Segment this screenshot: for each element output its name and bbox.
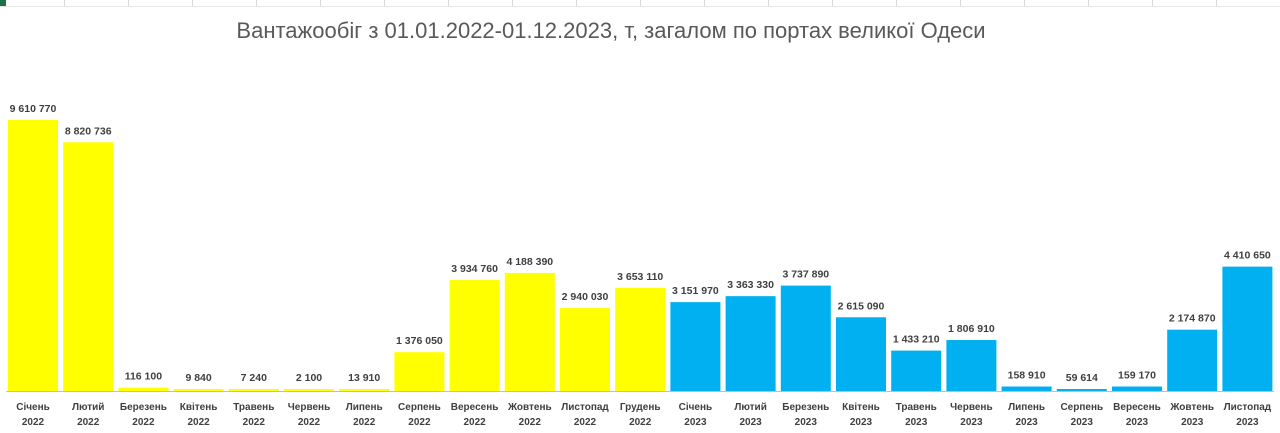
x-tick-year: 2022 — [243, 417, 266, 428]
data-label: 3 363 330 — [727, 279, 774, 291]
x-tick-month: Червень — [288, 402, 330, 413]
bar-Жовтень-2022 — [504, 272, 555, 391]
x-tick-month: Листопад — [1224, 402, 1272, 413]
bar-Вересень-2022 — [449, 280, 500, 391]
bar-Травень-2022 — [228, 389, 279, 391]
x-tick-year: 2023 — [1071, 417, 1094, 428]
bar-Листопад-2023 — [1222, 266, 1273, 391]
x-tick-month: Лютий — [734, 402, 767, 413]
x-tick-month: Квітень — [842, 402, 880, 413]
bar-Березень-2023 — [780, 285, 831, 391]
bar-Січень-2023 — [670, 302, 721, 391]
bar-Липень-2022 — [339, 389, 390, 391]
corner-marker — [0, 0, 6, 6]
x-tick-month: Серпень — [398, 402, 441, 413]
x-tick-month: Серпень — [1060, 402, 1103, 413]
bar-Лютий-2023 — [725, 296, 776, 391]
x-tick-month: Січень — [679, 402, 713, 413]
data-label: 4 410 650 — [1224, 250, 1271, 262]
x-tick-year: 2022 — [22, 417, 45, 428]
x-tick-month: Травень — [896, 402, 937, 413]
chart-title: Вантажообіг з 01.01.2022-01.12.2023, т, … — [236, 18, 986, 43]
x-tick-month: Січень — [16, 402, 50, 413]
data-label: 3 737 890 — [782, 269, 829, 281]
x-tick-month: Лютий — [72, 402, 105, 413]
x-tick-year: 2023 — [1126, 417, 1149, 428]
spreadsheet-grid-strip — [0, 0, 1280, 7]
x-tick-year: 2023 — [960, 417, 983, 428]
x-tick-year: 2023 — [1015, 417, 1038, 428]
data-label: 1 376 050 — [396, 335, 443, 347]
x-tick-month: Жовтень — [507, 402, 552, 413]
bar-Вересень-2023 — [1112, 386, 1162, 391]
bar-Серпень-2022 — [394, 352, 445, 391]
x-tick-month: Липень — [1008, 402, 1045, 413]
bar-Січень-2022 — [8, 120, 58, 391]
data-label: 2 615 090 — [838, 300, 885, 312]
data-label: 4 188 390 — [506, 256, 553, 268]
x-tick-year: 2022 — [574, 417, 597, 428]
bar-Квітень-2023 — [836, 317, 886, 391]
bar-Жовтень-2023 — [1167, 329, 1218, 391]
data-label: 1 806 910 — [948, 323, 995, 335]
data-label: 3 151 970 — [672, 285, 719, 297]
x-tick-month: Червень — [950, 402, 992, 413]
bar-Лютий-2022 — [63, 142, 114, 391]
x-tick-year: 2022 — [132, 417, 155, 428]
data-label: 59 614 — [1066, 372, 1098, 384]
x-tick-month: Березень — [120, 402, 167, 413]
x-tick-year: 2022 — [187, 417, 210, 428]
x-tick-month: Жовтень — [1169, 402, 1214, 413]
bar-Червень-2022 — [284, 389, 334, 391]
x-tick-year: 2022 — [519, 417, 542, 428]
x-tick-year: 2022 — [77, 417, 100, 428]
x-tick-month: Вересень — [451, 402, 499, 413]
x-tick-month: Травень — [233, 402, 274, 413]
x-tick-year: 2023 — [795, 417, 818, 428]
data-label: 116 100 — [125, 371, 163, 383]
x-tick-month: Березень — [782, 402, 829, 413]
x-tick-year: 2022 — [298, 417, 321, 428]
x-tick-year: 2022 — [408, 417, 431, 428]
bar-Квітень-2022 — [173, 389, 224, 391]
bar-Липень-2023 — [1001, 386, 1052, 391]
bar-Березень-2022 — [118, 387, 169, 391]
bar-Травень-2023 — [891, 350, 942, 391]
data-label: 2 174 870 — [1169, 313, 1216, 325]
x-tick-year: 2023 — [684, 417, 707, 428]
data-label: 8 820 736 — [65, 125, 112, 137]
x-tick-year: 2023 — [1181, 417, 1204, 428]
data-label: 13 910 — [348, 372, 380, 384]
data-label: 159 170 — [1118, 370, 1156, 382]
x-tick-year: 2023 — [850, 417, 873, 428]
x-tick-year: 2023 — [905, 417, 928, 428]
bar-Листопад-2022 — [560, 308, 610, 391]
data-label: 9 840 — [185, 372, 211, 384]
data-label: 2 940 030 — [562, 291, 609, 303]
x-tick-month: Вересень — [1113, 402, 1161, 413]
x-tick-year: 2023 — [739, 417, 762, 428]
x-tick-year: 2023 — [1236, 417, 1259, 428]
data-label: 158 910 — [1008, 370, 1046, 382]
x-tick-month: Квітень — [180, 402, 218, 413]
data-label: 3 934 760 — [451, 263, 498, 275]
bar-Грудень-2022 — [615, 287, 666, 391]
x-tick-month: Липень — [346, 402, 383, 413]
x-tick-year: 2022 — [353, 417, 376, 428]
data-label: 9 610 770 — [10, 103, 57, 115]
data-label: 2 100 — [296, 372, 322, 384]
data-label: 7 240 — [241, 372, 267, 384]
data-label: 1 433 210 — [893, 334, 940, 346]
bar-Серпень-2023 — [1056, 389, 1107, 391]
x-tick-year: 2022 — [629, 417, 652, 428]
x-tick-year: 2022 — [463, 417, 486, 428]
x-tick-month: Листопад — [561, 402, 609, 413]
data-label: 3 653 110 — [617, 271, 663, 283]
x-tick-month: Грудень — [620, 402, 661, 413]
bar-Червень-2023 — [946, 340, 997, 391]
